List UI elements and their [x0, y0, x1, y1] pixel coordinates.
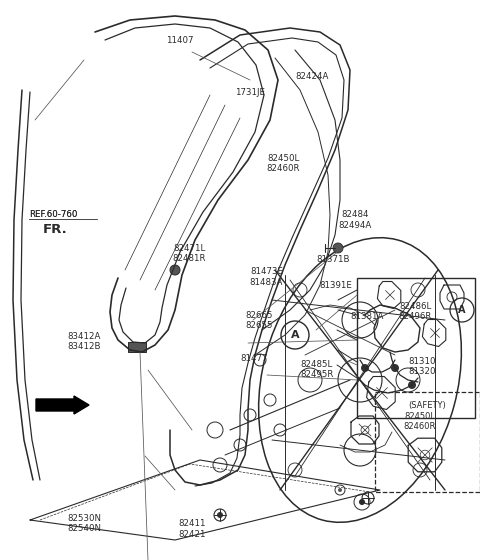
- Text: 81371B: 81371B: [317, 255, 350, 264]
- Text: 1731JE: 1731JE: [235, 88, 264, 97]
- Text: 82450L
82460R: 82450L 82460R: [266, 154, 300, 173]
- Text: 82485L
82495R: 82485L 82495R: [300, 360, 334, 379]
- Text: 82486L
82496R: 82486L 82496R: [398, 302, 432, 321]
- Circle shape: [391, 364, 399, 372]
- Text: 82484
82494A: 82484 82494A: [338, 211, 372, 230]
- Text: FR.: FR.: [43, 223, 68, 236]
- Text: A: A: [458, 305, 466, 315]
- Text: 82424A: 82424A: [295, 72, 329, 81]
- Text: 82450L
82460R: 82450L 82460R: [404, 412, 436, 431]
- Text: A: A: [291, 330, 300, 340]
- Text: 81381A: 81381A: [350, 312, 384, 321]
- Text: 82665
82655: 82665 82655: [245, 311, 273, 330]
- Text: 11407: 11407: [166, 36, 194, 45]
- Text: 83412A
83412B: 83412A 83412B: [67, 332, 101, 351]
- Circle shape: [338, 488, 342, 492]
- Text: 82530N
82540N: 82530N 82540N: [67, 514, 101, 533]
- Bar: [375, 392, 480, 492]
- Text: 81477: 81477: [240, 354, 268, 363]
- FancyArrow shape: [36, 396, 89, 414]
- Circle shape: [217, 512, 223, 518]
- Bar: [357, 278, 475, 418]
- Text: REF.60-760: REF.60-760: [29, 210, 77, 219]
- Circle shape: [361, 364, 369, 372]
- Text: (SAFETY): (SAFETY): [408, 401, 446, 410]
- Text: 81391E: 81391E: [320, 281, 352, 290]
- Text: 81310
81320: 81310 81320: [408, 357, 436, 376]
- Text: 82411
82421: 82411 82421: [178, 520, 206, 539]
- Circle shape: [170, 265, 180, 275]
- Text: 81473E
81483A: 81473E 81483A: [250, 268, 283, 287]
- Text: 82471L
82481R: 82471L 82481R: [173, 244, 206, 263]
- Circle shape: [408, 381, 416, 389]
- Text: REF.60-760: REF.60-760: [29, 210, 77, 219]
- Circle shape: [359, 499, 365, 505]
- Circle shape: [333, 243, 343, 253]
- Bar: [128, 342, 146, 352]
